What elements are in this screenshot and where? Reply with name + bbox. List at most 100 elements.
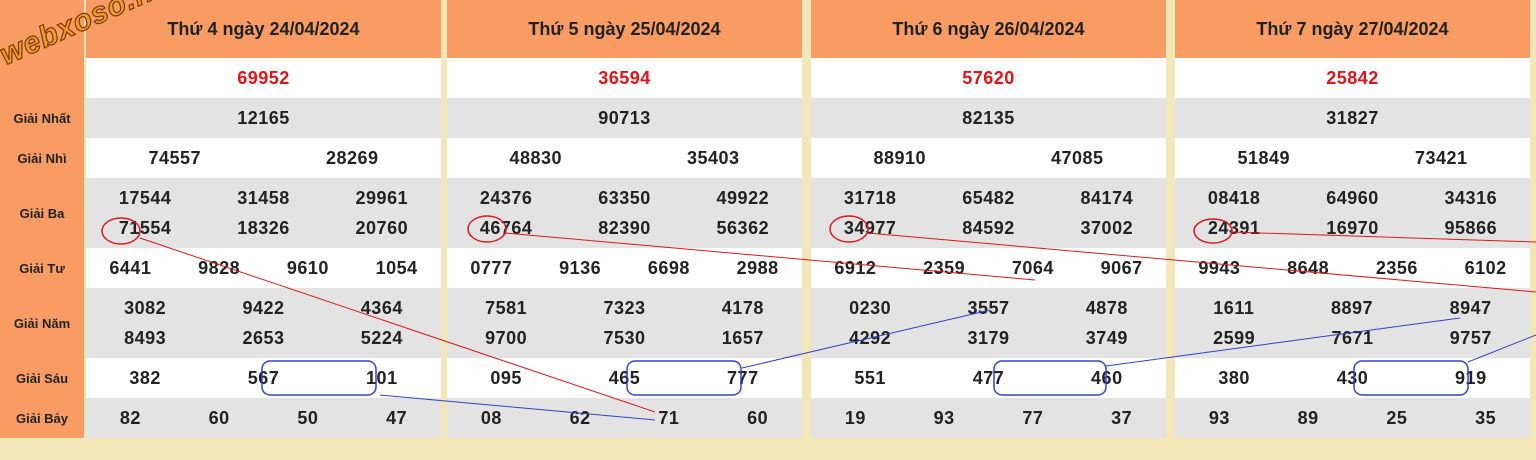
prize-cell: 19 93 77 37 — [811, 398, 1166, 438]
prize-number: 95866 — [1444, 217, 1498, 238]
prize-number: 460 — [1091, 367, 1123, 388]
prize-number: 48830 — [509, 147, 563, 168]
prize-cell: 48830 35403 — [447, 138, 802, 178]
number-line: 0230 3557 4878 — [811, 293, 1166, 323]
prize-number: 9067 — [1100, 257, 1143, 278]
prize-number: 6102 — [1464, 257, 1507, 278]
prize-number: 47085 — [1050, 147, 1104, 168]
prize-number: 62 — [569, 407, 591, 428]
prize-number: 65482 — [962, 187, 1015, 208]
prize-label: Giải Tư — [0, 248, 84, 288]
prize-number: 17544 — [118, 187, 172, 208]
prize-number: 82390 — [598, 217, 651, 238]
number-line: 24376 63350 49922 — [447, 183, 802, 213]
number-line: 48830 35403 — [447, 143, 802, 173]
prize-number: 29961 — [355, 187, 409, 208]
prize-cell: 57620 — [811, 58, 1166, 98]
corner-header — [0, 0, 84, 58]
prize-number: 74557 — [148, 147, 202, 168]
prize-number: 37 — [1111, 407, 1133, 428]
prize-number: 56362 — [716, 217, 770, 238]
prize-cell: 095 465 777 — [447, 358, 802, 398]
prize-label: Giải Bảy — [0, 398, 84, 438]
prize-number: 31718 — [843, 187, 897, 208]
prize-number: 101 — [366, 367, 398, 388]
prize-number: 46764 — [479, 217, 533, 238]
prize-number: 31458 — [237, 187, 290, 208]
prize-number: 2356 — [1375, 257, 1418, 278]
number-line: 12165 — [86, 103, 441, 133]
prize-number: 24391 — [1207, 217, 1261, 238]
prize-cell: 24376 63350 49922 46764 82390 56362 — [447, 178, 802, 248]
day-header: Thứ 5 ngày 25/04/2024 — [447, 0, 802, 58]
number-line: 095 465 777 — [447, 363, 802, 393]
prize-number: 19 — [844, 407, 866, 428]
prize-number: 465 — [608, 367, 641, 388]
prize-cell: 74557 28269 — [86, 138, 441, 178]
prize-number: 7671 — [1331, 327, 1374, 348]
prize-number: 0230 — [849, 297, 892, 318]
prize-cell: 0230 3557 4878 4292 3179 3749 — [811, 288, 1166, 358]
prize-number: 20760 — [355, 217, 409, 238]
prize-label: Giải Nhất — [0, 98, 84, 138]
number-line: 31827 — [1175, 103, 1530, 133]
prize-number: 2988 — [736, 257, 779, 278]
prize-number: 88910 — [873, 147, 927, 168]
special-number: 69952 — [237, 67, 290, 88]
prize-number: 380 — [1218, 367, 1250, 388]
prize-number: 64960 — [1326, 187, 1379, 208]
number-line: 46764 82390 56362 — [447, 213, 802, 243]
prize-number: 1611 — [1213, 297, 1255, 318]
prize-number: 3082 — [124, 297, 167, 318]
prize-number: 5224 — [360, 327, 403, 348]
number-line: 69952 — [86, 63, 441, 93]
number-line: 25842 — [1175, 63, 1530, 93]
prize-number: 9700 — [485, 327, 528, 348]
prize-cell: 90713 — [447, 98, 802, 138]
prize-number: 6912 — [834, 257, 877, 278]
prize-cell: 69952 — [86, 58, 441, 98]
prize-cell: 08 62 71 60 — [447, 398, 802, 438]
prize-cell: 31827 — [1175, 98, 1530, 138]
number-line: 6912 2359 7064 9067 — [811, 253, 1166, 283]
special-number: 36594 — [598, 67, 651, 88]
prize-cell: 6441 9828 9610 1054 — [86, 248, 441, 288]
prize-number: 60 — [208, 407, 230, 428]
prize-number: 8648 — [1287, 257, 1330, 278]
prize-number: 8897 — [1330, 297, 1374, 318]
number-line: 08418 64960 34316 — [1175, 183, 1530, 213]
prize-number: 3557 — [967, 297, 1010, 318]
prize-cell: 93 89 25 35 — [1175, 398, 1530, 438]
prize-number: 2599 — [1213, 327, 1256, 348]
prize-cell: 31718 65482 84174 34977 84592 37002 — [811, 178, 1166, 248]
prize-cell: 88910 47085 — [811, 138, 1166, 178]
prize-number: 567 — [247, 367, 280, 388]
prize-cell: 82 60 50 47 — [86, 398, 441, 438]
number-line: 51849 73421 — [1175, 143, 1530, 173]
prize-number: 60 — [747, 407, 769, 428]
number-line: 1611 8897 8947 — [1175, 293, 1530, 323]
prize-cell: 1611 8897 8947 2599 7671 9757 — [1175, 288, 1530, 358]
prize-number: 35403 — [686, 147, 740, 168]
day-header: Thứ 4 ngày 24/04/2024 — [86, 0, 441, 58]
prize-number: 9757 — [1449, 327, 1492, 348]
prize-number: 9136 — [559, 257, 602, 278]
prize-number: 73421 — [1414, 147, 1468, 168]
prize-number: 77 — [1022, 407, 1044, 428]
prize-number: 4878 — [1085, 297, 1128, 318]
prize-number: 7323 — [603, 297, 646, 318]
number-line: 382 567 101 — [86, 363, 441, 393]
number-line: 2599 7671 9757 — [1175, 323, 1530, 353]
number-line: 9700 7530 1657 — [447, 323, 802, 353]
prize-number: 919 — [1455, 367, 1487, 388]
prize-number: 47 — [386, 407, 408, 428]
number-line: 08 62 71 60 — [447, 403, 802, 433]
prize-number: 0777 — [470, 257, 513, 278]
prize-cell: 51849 73421 — [1175, 138, 1530, 178]
day-header: Thứ 7 ngày 27/04/2024 — [1175, 0, 1530, 58]
number-line: 19 93 77 37 — [811, 403, 1166, 433]
number-line: 17544 31458 29961 — [86, 183, 441, 213]
number-line: 71554 18326 20760 — [86, 213, 441, 243]
prize-number: 1054 — [375, 257, 418, 278]
prize-number: 24376 — [479, 187, 533, 208]
